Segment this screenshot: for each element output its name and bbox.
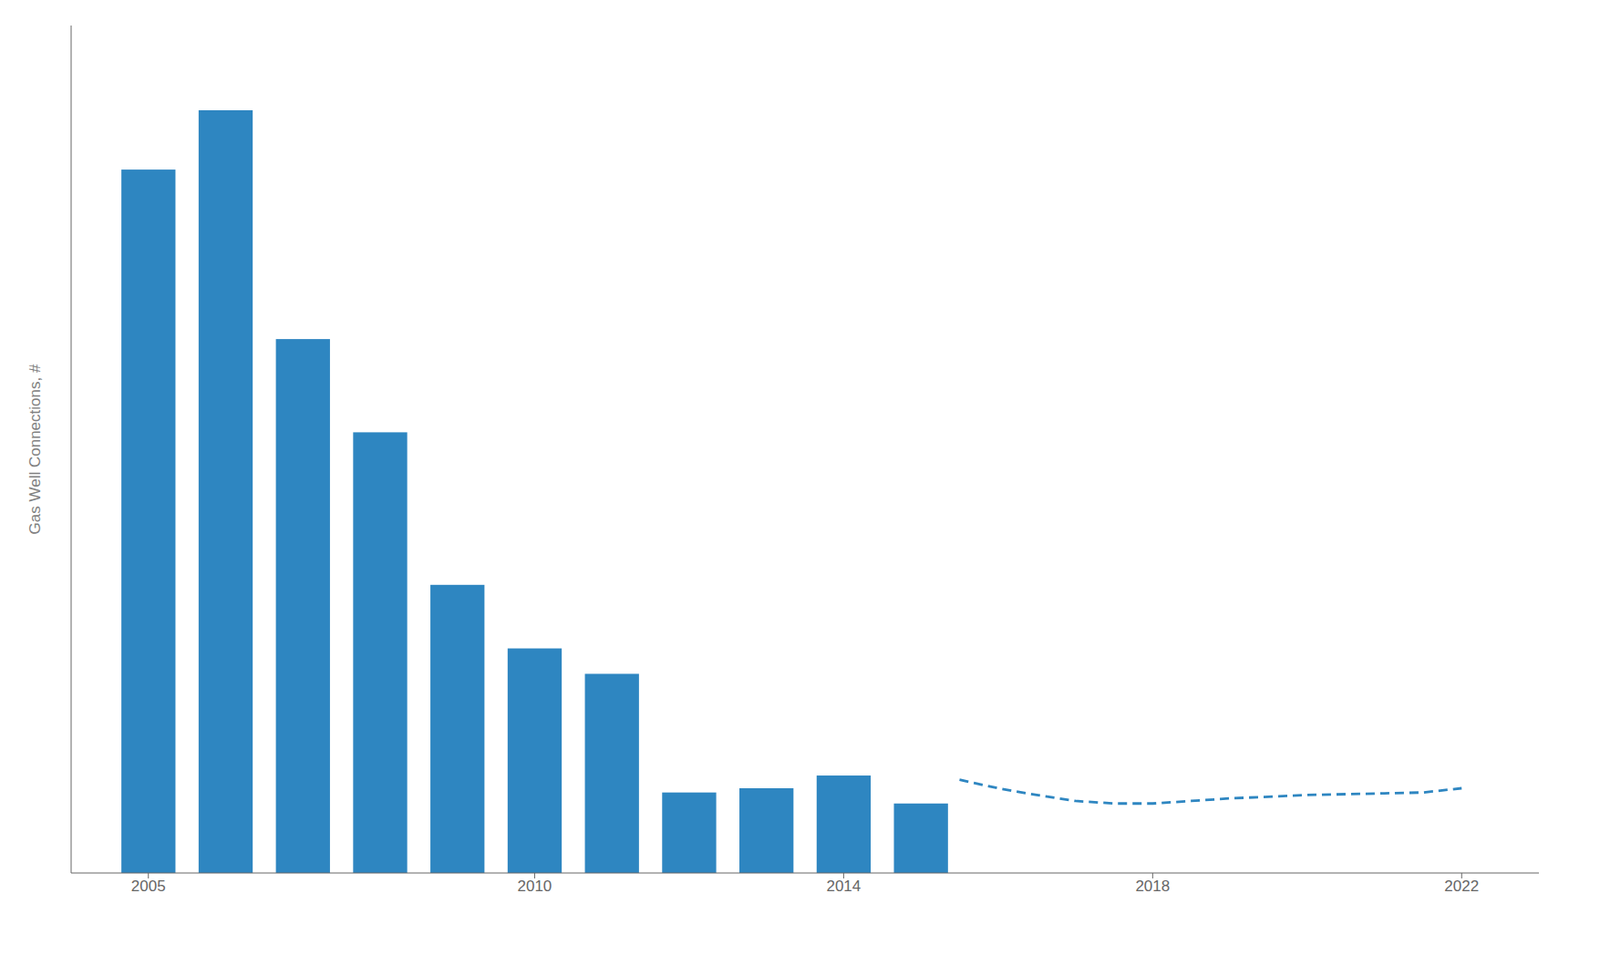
svg-text:2022: 2022: [1444, 877, 1479, 896]
svg-text:2014: 2014: [825, 877, 861, 896]
svg-text:Gas Well Connections, #: Gas Well Connections, #: [26, 363, 44, 535]
svg-text:2005: 2005: [131, 877, 166, 896]
svg-text:2018: 2018: [1135, 877, 1170, 896]
svg-text:2010: 2010: [517, 877, 553, 896]
